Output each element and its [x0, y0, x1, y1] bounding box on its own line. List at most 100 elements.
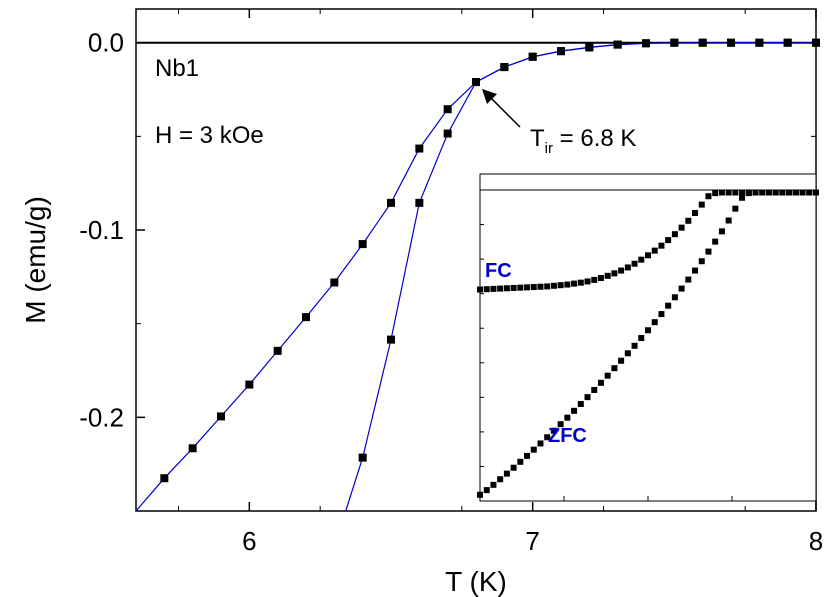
inset-fc-point: [712, 190, 719, 197]
tir-label-sub: ir: [545, 140, 553, 157]
inset-fc-point: [739, 189, 746, 196]
inset-zfc-point: [631, 342, 638, 349]
inset-zfc-point: [591, 386, 598, 393]
inset-fc-point: [584, 278, 591, 285]
inset-fc-point: [705, 193, 712, 200]
zfc-point: [472, 78, 480, 87]
inset-frame: [479, 173, 817, 502]
inset-zfc-point: [550, 427, 557, 434]
inset-zfc-point: [779, 189, 786, 196]
inset-fc-point: [571, 280, 578, 287]
inset-zfc-label: ZFC: [548, 425, 587, 447]
inset-markers: [477, 189, 819, 498]
inset-zfc-point: [604, 372, 611, 379]
inset-zfc-point: [624, 350, 631, 357]
inset-fc-point: [732, 189, 739, 196]
sample-label: Nb1: [155, 55, 199, 82]
y-tick-label: -0.1: [79, 215, 124, 245]
inset-zfc-point: [692, 267, 699, 274]
y-tick-label: 0.0: [88, 28, 124, 58]
inset-fc-point: [638, 256, 645, 263]
zfc-point: [557, 47, 565, 56]
inset-zfc-point: [497, 476, 504, 483]
field-label: H = 3 kOe: [155, 122, 264, 149]
zfc-point: [755, 38, 764, 47]
inset-zfc-point: [685, 276, 692, 283]
inset-zfc-point: [537, 440, 544, 447]
inset-fc-point: [497, 285, 504, 292]
fc-point: [330, 278, 339, 287]
inset-fc-point: [591, 276, 598, 283]
inset-zfc-point: [772, 189, 779, 196]
fc-point: [387, 198, 395, 207]
fc-point: [302, 313, 310, 322]
inset-fc-point: [530, 284, 537, 291]
inset-zfc-point: [645, 327, 651, 334]
inset-zfc-point: [597, 379, 604, 386]
zfc-point: [642, 39, 650, 48]
data-markers: [160, 38, 820, 483]
zfc-point: [727, 38, 735, 47]
inset-fc-point: [503, 285, 510, 292]
inset-fc-point: [537, 283, 544, 290]
inset-zfc-point: [638, 335, 645, 342]
inset-zfc-point: [503, 470, 510, 477]
inset-zfc-point: [530, 446, 537, 453]
inset-zfc-point: [571, 407, 578, 414]
inset-zfc-point: [577, 400, 584, 407]
x-tick-label: 8: [809, 526, 823, 556]
inset-fc-point: [604, 272, 611, 279]
fc-point: [273, 346, 282, 355]
tir-arrowhead: [482, 89, 497, 105]
inset-fc-point: [698, 201, 705, 208]
zfc-point: [698, 38, 707, 47]
inset-zfc-point: [799, 189, 806, 196]
x-tick-label: 7: [525, 526, 539, 556]
inset-zfc-point: [813, 189, 819, 196]
inset-zfc-point: [658, 311, 665, 318]
inset-fc-point: [490, 285, 497, 292]
inset-zfc-point: [544, 434, 551, 441]
zfc-point: [415, 198, 424, 207]
inset-zfc-point: [517, 458, 524, 465]
inset-zfc-point: [806, 189, 813, 196]
tir-label-value: = 6.8 K: [553, 125, 636, 152]
inset-zfc-point: [786, 189, 793, 196]
inset-fc-point: [718, 189, 725, 196]
inset-zfc-point: [665, 302, 672, 309]
inset-fc-point: [510, 284, 517, 291]
inset-fc-point: [671, 231, 678, 238]
inset-fc-point: [611, 270, 618, 277]
fc-point: [358, 240, 367, 249]
inset-zfc-point: [745, 190, 752, 197]
inset-zfc-point: [611, 365, 618, 372]
zfc-point: [443, 129, 452, 138]
inset-fc-point: [477, 286, 483, 293]
inset-zfc-point: [477, 491, 483, 498]
inset-fc-point: [564, 281, 571, 288]
axis-ticks: 6 7 8 0.0 -0.1 -0.2: [79, 9, 823, 556]
inset-fc-point: [658, 242, 665, 249]
zfc-point: [528, 52, 537, 61]
inset-fc-point: [692, 210, 699, 217]
inset-zfc-point: [732, 205, 739, 212]
inset-zfc-point: [564, 414, 571, 421]
inset-fc-point: [577, 279, 584, 286]
inset-fc-point: [725, 189, 732, 196]
inset-zfc-point: [557, 421, 564, 428]
fc-point: [245, 380, 254, 389]
zfc-point: [812, 38, 820, 47]
inset-fc-point: [624, 264, 631, 271]
inset-fc-point: [544, 283, 551, 290]
x-tick-label: 6: [242, 526, 256, 556]
inset-plot: FC ZFC: [477, 173, 819, 502]
inset-fc-point: [557, 282, 564, 289]
y-tick-label: -0.2: [79, 402, 124, 432]
zfc-point: [613, 40, 622, 49]
zfc-curve: [345, 42, 816, 512]
inset-fc-point: [665, 237, 672, 244]
zfc-point: [358, 453, 367, 462]
fc-point: [188, 444, 197, 453]
inset-zfc-point: [678, 285, 685, 292]
